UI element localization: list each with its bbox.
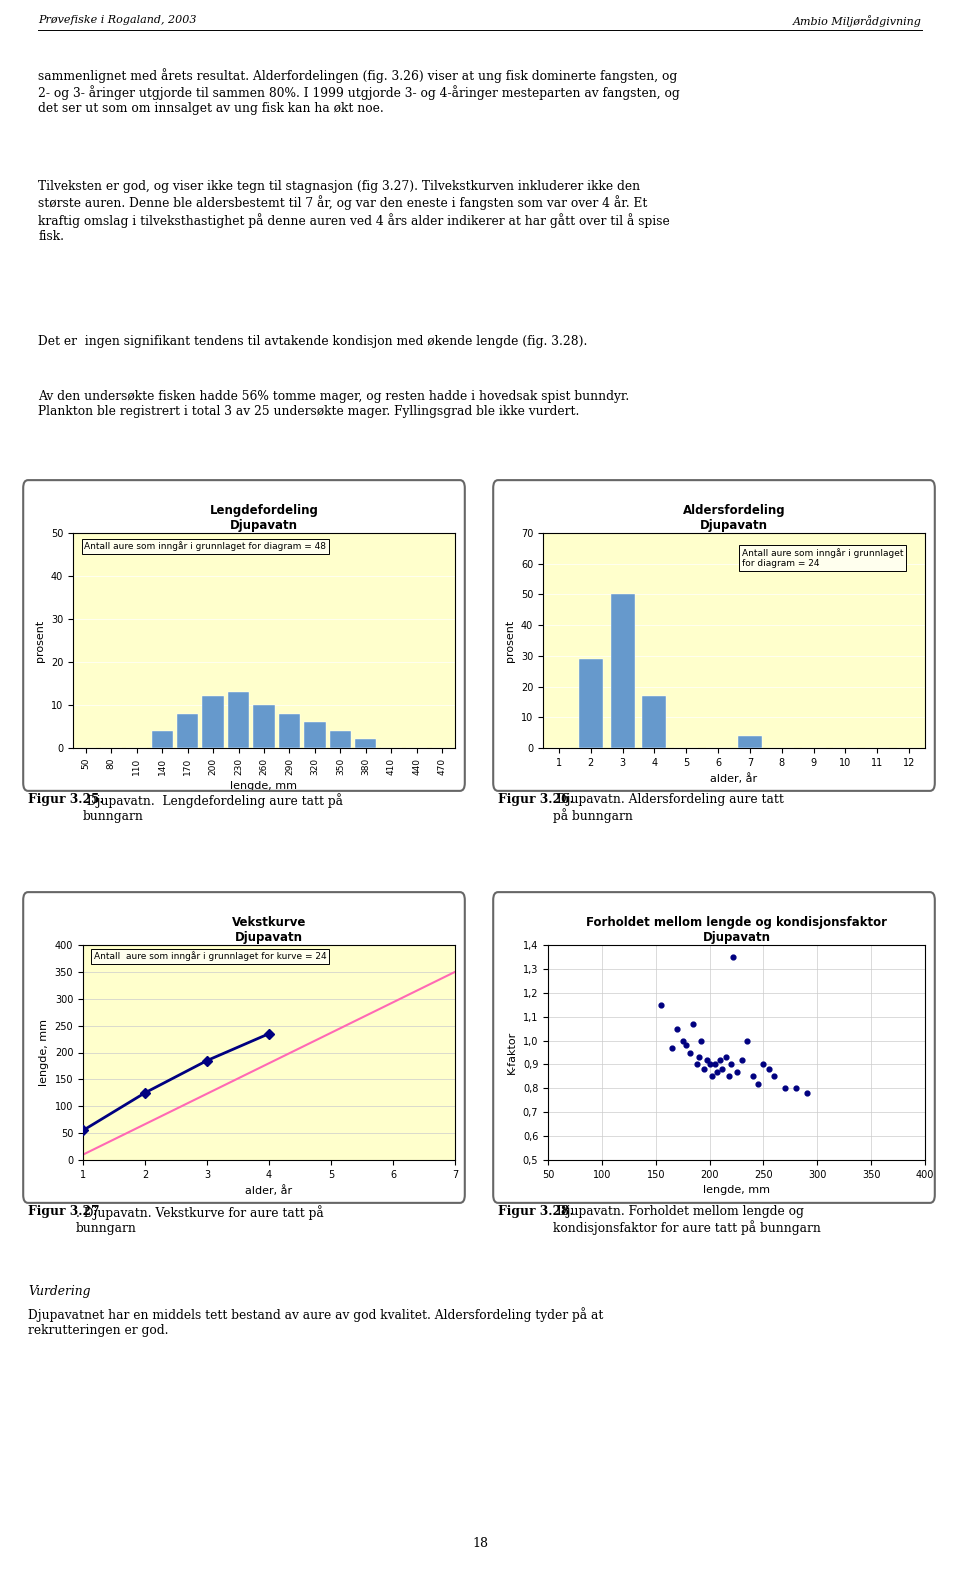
- Point: [683, 1040, 698, 1066]
- Text: Djupavatn. Aldersfordeling aure tatt
på bunngarn: Djupavatn. Aldersfordeling aure tatt på …: [553, 793, 784, 823]
- Text: Ambio Miljørådgivning: Ambio Miljørådgivning: [793, 16, 922, 27]
- Bar: [355, 740, 376, 748]
- Bar: [228, 693, 250, 748]
- Point: [715, 1056, 731, 1081]
- Point: [691, 1045, 707, 1070]
- Point: [724, 1051, 739, 1077]
- Bar: [611, 595, 635, 748]
- Point: [700, 1047, 715, 1072]
- Point: [761, 1056, 777, 1081]
- Point: [685, 1011, 701, 1036]
- Title: Aldersfordeling
Djupavatn: Aldersfordeling Djupavatn: [683, 504, 785, 532]
- Text: Antall aure som inngår i grunnlaget
for diagram = 24: Antall aure som inngår i grunnlaget for …: [742, 548, 903, 568]
- Point: [664, 1036, 680, 1061]
- Text: Prøvefiske i Rogaland, 2003: Prøvefiske i Rogaland, 2003: [38, 16, 197, 25]
- Point: [726, 944, 741, 970]
- Point: [745, 1064, 760, 1089]
- Point: [693, 1028, 708, 1053]
- Text: Av den undersøkte fisken hadde 56% tomme mager, og resten hadde i hovedsak spist: Av den undersøkte fisken hadde 56% tomme…: [38, 390, 630, 419]
- Bar: [642, 696, 666, 748]
- Point: [712, 1047, 728, 1072]
- Text: Tilveksten er god, og viser ikke tegn til stagnasjon (fig 3.27). Tilvekstkurven : Tilveksten er god, og viser ikke tegn ti…: [38, 179, 670, 242]
- Text: Figur 3.28.: Figur 3.28.: [498, 1206, 574, 1218]
- Bar: [177, 713, 198, 748]
- Bar: [278, 713, 300, 748]
- Point: [756, 1051, 771, 1077]
- Bar: [304, 722, 325, 748]
- Y-axis label: K-faktor: K-faktor: [507, 1031, 517, 1073]
- Bar: [253, 705, 275, 748]
- Text: Det er  ingen signifikant tendens til avtakende kondisjon med økende lengde (fig: Det er ingen signifikant tendens til avt…: [38, 335, 588, 348]
- Text: 18: 18: [472, 1538, 488, 1550]
- Text: Antall  aure som inngår i grunnlaget for kurve = 24: Antall aure som inngår i grunnlaget for …: [94, 951, 326, 962]
- Point: [697, 1056, 712, 1081]
- Point: [678, 1033, 693, 1058]
- Bar: [330, 730, 351, 748]
- Text: Djupavatn.  Lengdefordeling aure tatt på
bunngarn: Djupavatn. Lengdefordeling aure tatt på …: [83, 793, 343, 823]
- Text: . Djupavatn. Vekstkurve for aure tatt på
bunngarn: . Djupavatn. Vekstkurve for aure tatt på…: [76, 1206, 324, 1236]
- Point: [709, 1059, 725, 1084]
- X-axis label: alder, år: alder, år: [246, 1185, 293, 1196]
- Text: Figur 3.27: Figur 3.27: [28, 1206, 100, 1218]
- X-axis label: lengde, mm: lengde, mm: [230, 781, 298, 790]
- Point: [689, 1051, 705, 1077]
- Bar: [579, 660, 603, 748]
- Bar: [203, 696, 224, 748]
- X-axis label: lengde, mm: lengde, mm: [703, 1185, 770, 1195]
- Y-axis label: prosent: prosent: [36, 620, 45, 661]
- Point: [708, 1051, 723, 1077]
- Point: [669, 1017, 684, 1042]
- Y-axis label: lengde, mm: lengde, mm: [39, 1018, 49, 1086]
- Text: Figur 3.25.: Figur 3.25.: [28, 793, 104, 806]
- Point: [751, 1070, 766, 1096]
- Text: Antall aure som inngår i grunnlaget for diagram = 48: Antall aure som inngår i grunnlaget for …: [84, 541, 326, 551]
- Text: Djupavatnet har en middels tett bestand av aure av god kvalitet. Aldersfordeling: Djupavatnet har en middels tett bestand …: [28, 1306, 604, 1336]
- Text: Djupavatn. Forholdet mellom lengde og
kondisjonsfaktor for aure tatt på bunngarn: Djupavatn. Forholdet mellom lengde og ko…: [553, 1206, 821, 1236]
- Point: [721, 1064, 736, 1089]
- Text: sammenlignet med årets resultat. Alderfordelingen (fig. 3.26) viser at ung fisk : sammenlignet med årets resultat. Alderfo…: [38, 68, 680, 115]
- Point: [729, 1059, 744, 1084]
- Point: [702, 1051, 717, 1077]
- Point: [734, 1047, 750, 1072]
- Point: [778, 1075, 793, 1100]
- Title: Forholdet mellom lengde og kondisjonsfaktor
Djupavatn: Forholdet mellom lengde og kondisjonsfak…: [586, 916, 887, 944]
- Text: Figur 3.26.: Figur 3.26.: [498, 793, 574, 806]
- Point: [718, 1045, 733, 1070]
- Title: Lengdefordeling
Djupavatn: Lengdefordeling Djupavatn: [209, 504, 319, 532]
- Bar: [738, 735, 762, 748]
- Point: [766, 1064, 781, 1089]
- Text: Vurdering: Vurdering: [28, 1284, 90, 1299]
- Y-axis label: prosent: prosent: [505, 620, 516, 661]
- Point: [675, 1028, 690, 1053]
- Bar: [152, 730, 173, 748]
- Point: [704, 1064, 719, 1089]
- Point: [799, 1080, 814, 1105]
- Point: [654, 992, 669, 1017]
- Point: [739, 1028, 755, 1053]
- Point: [788, 1075, 804, 1100]
- X-axis label: alder, år: alder, år: [710, 773, 757, 784]
- Title: Vekstkurve
Djupavatn: Vekstkurve Djupavatn: [231, 916, 306, 944]
